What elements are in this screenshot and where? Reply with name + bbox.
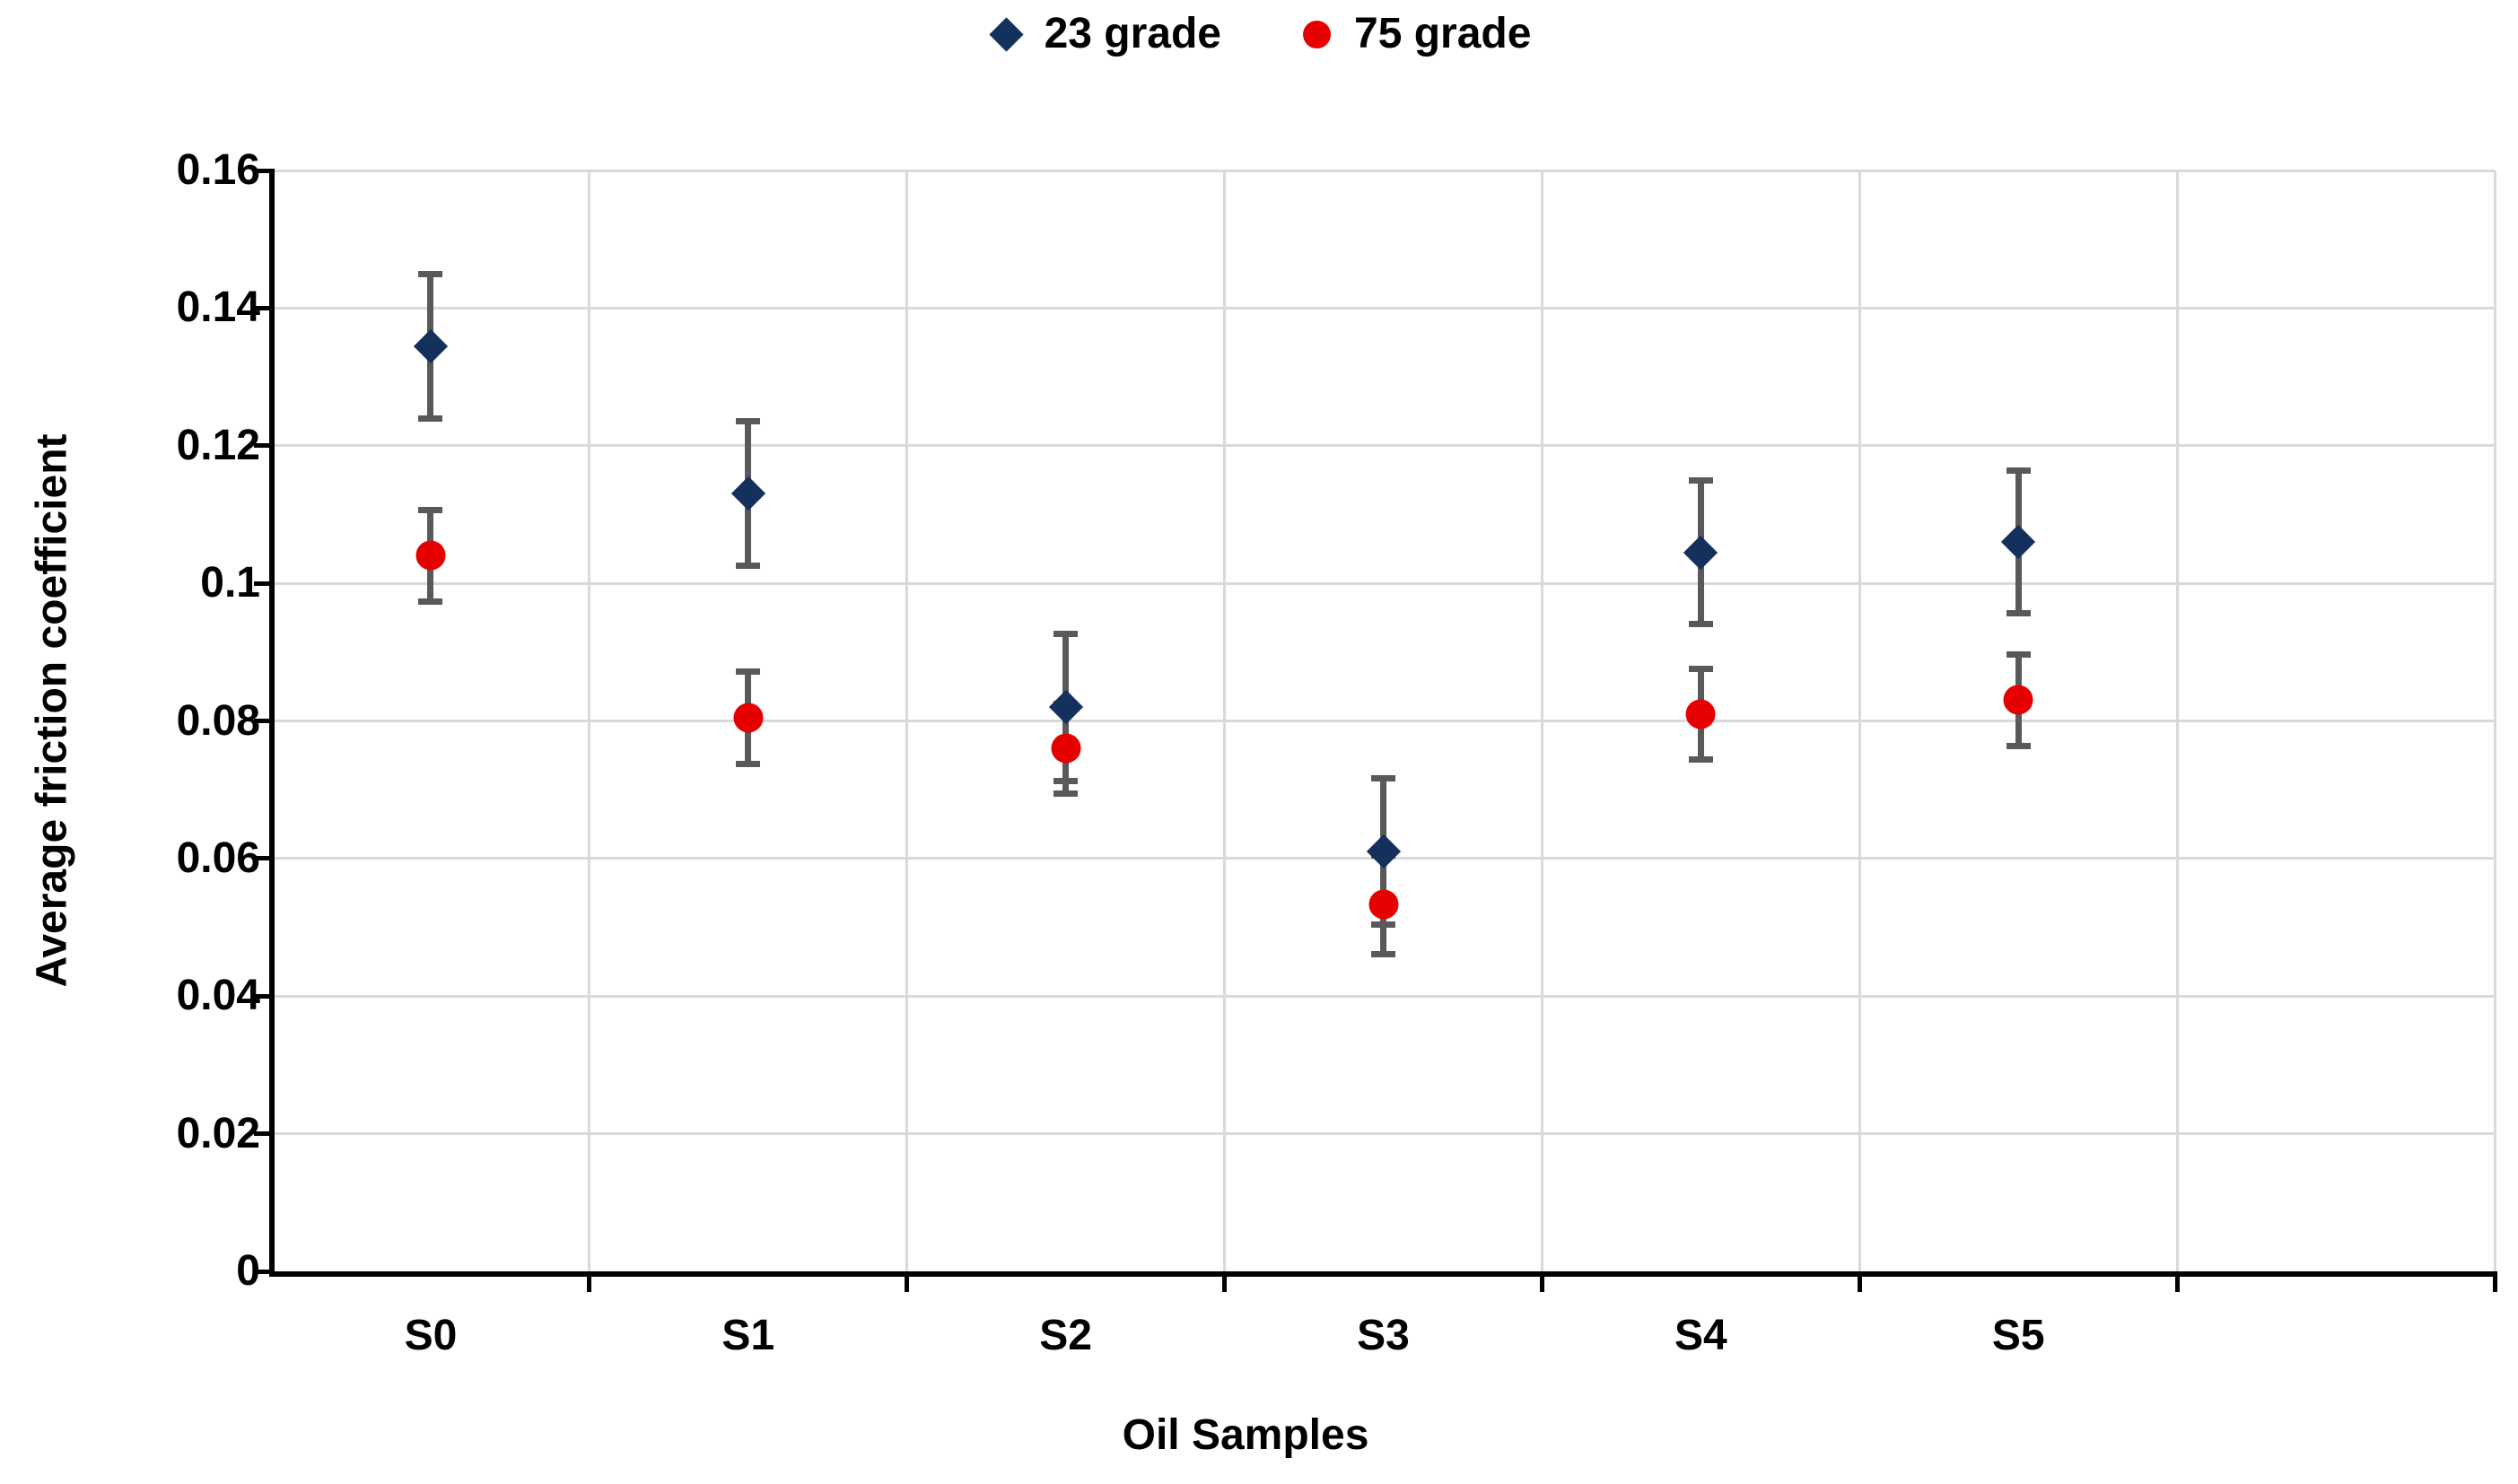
error-bar-cap-bottom [1688, 620, 1713, 627]
vertical-gridline [1858, 170, 1861, 1271]
y-tick-label: 0 [236, 1247, 260, 1295]
vertical-gridline [1223, 170, 1227, 1271]
x-category-label: S3 [1357, 1312, 1410, 1359]
x-axis-title: Oil Samples [1122, 1411, 1369, 1459]
y-axis-tick [254, 305, 272, 310]
y-tick-label: 0.02 [176, 1109, 260, 1157]
legend-item-75-grade: 75 grade [1297, 13, 1531, 56]
error-bar-cap-top [1688, 477, 1713, 484]
vertical-gridline [588, 170, 591, 1271]
x-category-label: S0 [404, 1312, 458, 1359]
legend-item-23-grade: 23 grade [987, 13, 1221, 56]
horizontal-gridline [272, 169, 2495, 172]
y-tick-label: 0.16 [176, 146, 260, 194]
error-bar-cap-bottom [418, 598, 443, 605]
data-point-diamond-S1 [730, 476, 765, 511]
y-axis-tick [254, 1269, 272, 1274]
legend-label-75-grade: 75 grade [1354, 10, 1532, 57]
error-bar-cap-top [418, 507, 443, 514]
x-axis-tick [1539, 1274, 1544, 1292]
data-point-circle-S2 [1051, 733, 1081, 764]
y-axis-tick [254, 719, 272, 723]
y-axis-title: Average friction coefficient [28, 433, 76, 988]
y-axis-tick [254, 581, 272, 586]
error-bar-cap-bottom [2006, 742, 2031, 749]
x-category-label: S2 [1039, 1312, 1092, 1359]
data-point-diamond-S5 [2001, 525, 2036, 560]
error-bar-cap-bottom [2006, 610, 2031, 617]
data-point-circle-S1 [733, 703, 764, 733]
vertical-gridline [2175, 170, 2179, 1271]
error-bar-cap-top [1371, 775, 1395, 782]
horizontal-gridline [272, 1132, 2495, 1136]
horizontal-gridline [272, 581, 2495, 585]
error-bar-cap-top [736, 418, 761, 425]
x-category-label: S4 [1674, 1312, 1727, 1359]
error-bar-cap-top [2006, 467, 2031, 474]
vertical-gridline [2493, 170, 2496, 1271]
horizontal-gridline [272, 720, 2495, 722]
chart-legend: 23 grade 75 grade [0, 5, 2518, 63]
y-axis-tick [254, 856, 272, 861]
y-tick-label: 0.08 [176, 696, 260, 745]
data-point-diamond-S3 [1366, 834, 1401, 869]
x-axis-tick [905, 1274, 910, 1292]
error-bar-cap-bottom [1054, 790, 1079, 797]
error-bar-cap-bottom [1688, 755, 1713, 763]
y-tick-label: 0.12 [176, 421, 260, 469]
y-axis-tick [254, 443, 272, 449]
error-bar-cap-top [1054, 630, 1079, 637]
data-point-circle-S4 [1685, 699, 1716, 729]
error-bar-cap-bottom [418, 415, 443, 422]
error-bar-cap-bottom [736, 563, 761, 570]
y-tick-label: 0.1 [200, 559, 260, 607]
y-axis-tick [254, 993, 272, 999]
error-bar-cap-bottom [1371, 950, 1395, 957]
x-axis-tick [1222, 1274, 1228, 1292]
y-axis-tick [254, 1131, 272, 1137]
y-tick-label: 0.04 [176, 972, 260, 1020]
x-axis-tick [2174, 1274, 2180, 1292]
data-point-diamond-S0 [413, 328, 449, 363]
x-axis-tick [2492, 1274, 2497, 1292]
y-axis-tick [254, 168, 272, 173]
x-axis-tick [1857, 1274, 1862, 1292]
x-axis-line [269, 1271, 2497, 1277]
x-category-label: S1 [721, 1312, 775, 1359]
data-point-circle-S0 [415, 540, 446, 571]
y-tick-label: 0.06 [176, 834, 260, 882]
x-axis-tick [587, 1274, 592, 1292]
y-tick-label: 0.14 [176, 284, 260, 332]
horizontal-gridline [272, 444, 2495, 448]
horizontal-gridline [272, 306, 2495, 310]
error-bar-cap-bottom [736, 760, 761, 767]
vertical-gridline [905, 170, 909, 1271]
legend-label-23-grade: 23 grade [1044, 10, 1221, 57]
legend-circle-marker-icon [1297, 14, 1336, 54]
x-category-label: S5 [1991, 1312, 2045, 1359]
data-point-diamond-S4 [1683, 535, 1718, 570]
error-bar-cap-top [2006, 651, 2031, 659]
data-point-circle-S5 [2003, 685, 2033, 715]
vertical-gridline [1540, 170, 1543, 1271]
error-bar-cap-top [736, 668, 761, 675]
error-bar-cap-top [418, 270, 443, 277]
horizontal-gridline [272, 994, 2495, 998]
error-bar-cap-top [1688, 665, 1713, 672]
data-point-circle-S3 [1368, 889, 1398, 920]
legend-diamond-marker-icon [987, 14, 1027, 54]
y-axis-line [269, 169, 275, 1277]
